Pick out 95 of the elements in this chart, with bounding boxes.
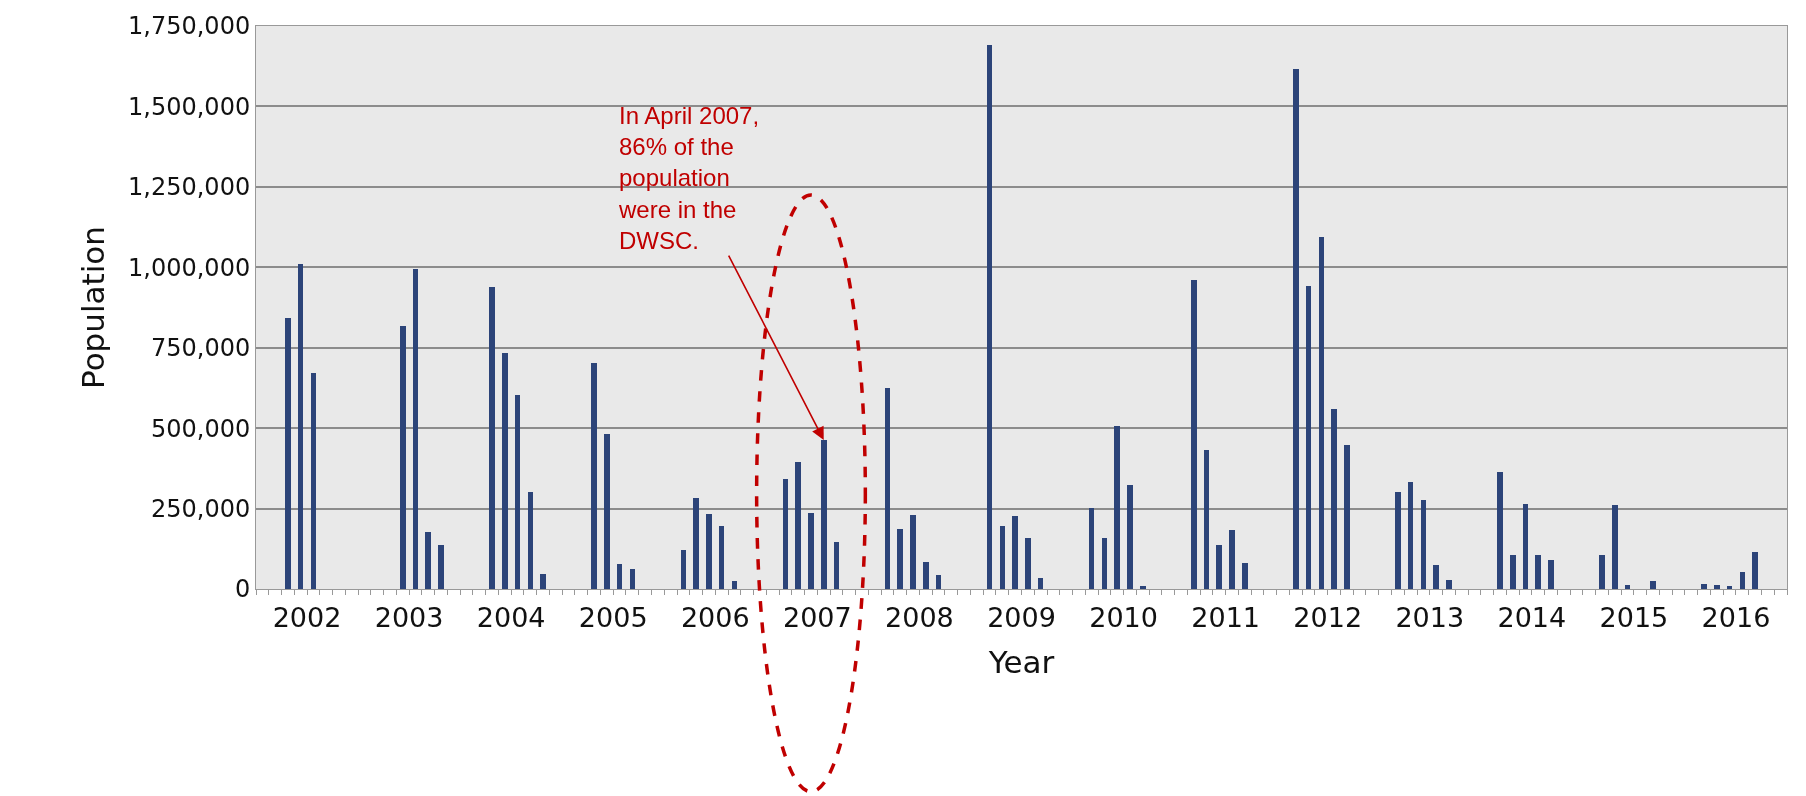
bar (1025, 538, 1031, 589)
bar (1714, 585, 1720, 589)
bar (425, 532, 431, 589)
y-tick-label: 1,000,000 (128, 253, 251, 282)
x-tick-label: 2016 (1701, 602, 1771, 634)
bar (897, 529, 903, 589)
bar (795, 462, 801, 589)
bar (298, 264, 303, 589)
bar (1216, 545, 1222, 589)
x-tick-label: 2009 (987, 602, 1056, 634)
bar (1140, 586, 1146, 589)
bar (604, 434, 610, 589)
bar (1204, 450, 1209, 589)
bar (311, 373, 316, 589)
x-tick-label: 2005 (578, 602, 648, 634)
bar (1229, 530, 1235, 589)
bar (1421, 500, 1426, 589)
x-tick-label: 2003 (374, 602, 444, 634)
x-tick-label: 2012 (1293, 602, 1363, 634)
bar (1191, 280, 1197, 589)
bar (1612, 505, 1618, 589)
bar (1000, 526, 1005, 589)
bar (1012, 516, 1018, 589)
y-tick-label: 1,500,000 (128, 92, 251, 121)
x-tick-label: 2006 (680, 602, 750, 634)
y-tick-label: 1,750,000 (128, 12, 251, 41)
x-tick-label: 2014 (1497, 602, 1567, 634)
bar (1242, 563, 1248, 589)
bar (540, 574, 546, 589)
bar (489, 287, 495, 589)
bar (1127, 485, 1133, 589)
bar (1650, 581, 1656, 589)
bar (617, 564, 622, 589)
bar (1114, 426, 1120, 589)
bar (285, 318, 291, 589)
bar (1319, 237, 1324, 589)
bar (1740, 572, 1745, 589)
bar (413, 269, 418, 589)
y-tick-label: 1,250,000 (128, 173, 251, 202)
bar (1038, 578, 1043, 589)
x-axis-title: Year (987, 643, 1055, 680)
x-tick-label: 2002 (272, 602, 342, 634)
x-tick-label: 2013 (1395, 602, 1465, 634)
bar (1408, 482, 1413, 589)
bar (910, 515, 916, 589)
bar (1344, 445, 1350, 589)
x-tick-label: 2010 (1089, 602, 1158, 634)
x-tick-label: 2015 (1599, 602, 1669, 634)
bar (591, 363, 597, 589)
bar (1625, 585, 1630, 589)
bar (1497, 472, 1503, 589)
bar (706, 514, 712, 589)
y-tick-label: 750,000 (150, 334, 251, 363)
bar (528, 492, 533, 589)
bar (515, 395, 520, 589)
bar (630, 569, 635, 589)
y-tick-label: 500,000 (150, 414, 251, 443)
bar (1293, 69, 1299, 589)
y-tick-label: 250,000 (150, 494, 251, 523)
bar (693, 498, 699, 589)
bar (1727, 586, 1732, 589)
bar (1395, 492, 1401, 589)
bar (681, 550, 686, 589)
bar (502, 353, 508, 589)
bar (1102, 538, 1107, 589)
bar (1599, 555, 1605, 589)
x-tick-label: 2011 (1191, 602, 1260, 634)
bar (1701, 584, 1707, 589)
bar (438, 545, 444, 589)
bar (1446, 580, 1452, 589)
bar (1535, 555, 1541, 589)
x-tick-label: 2007 (783, 602, 852, 634)
bar (1331, 409, 1337, 589)
bar (1089, 508, 1094, 589)
annotation: In April 2007, 86% of the population were in the DWSC. (618, 102, 760, 254)
bar (719, 526, 724, 589)
bar (987, 45, 992, 589)
x-tick-label: 2008 (885, 602, 954, 634)
bar (400, 326, 406, 589)
bar (936, 575, 941, 589)
bar (732, 581, 737, 589)
bar (1548, 560, 1554, 589)
bar (1306, 286, 1311, 589)
bar (1433, 565, 1439, 589)
bar (885, 388, 890, 589)
bar (808, 513, 814, 589)
bar (1752, 552, 1758, 589)
bar (834, 542, 839, 589)
y-tick-label: 0 (234, 575, 251, 604)
y-axis-title: Population (74, 226, 111, 389)
x-tick-label: 2004 (476, 602, 546, 634)
bar (783, 479, 788, 589)
bar (1523, 504, 1528, 589)
bar (1510, 555, 1516, 589)
bar (923, 562, 929, 589)
